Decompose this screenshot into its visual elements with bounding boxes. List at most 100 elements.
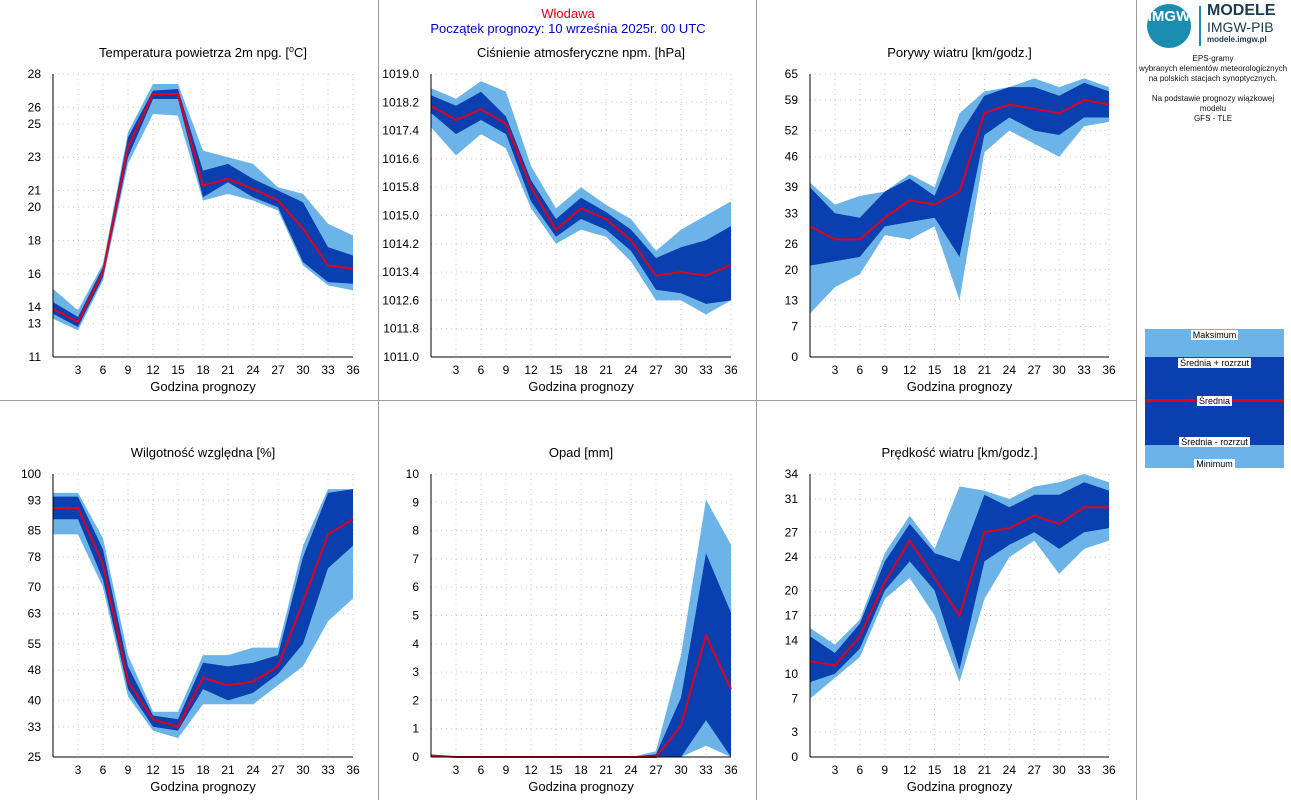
chart-2-ci-nienie-atmosferyczne-npm-hp: 1011.0 1011.8 1012.6 1013.4 1014.2 1015.0 1015… [382,45,738,394]
y-tick-label: 78 [28,550,42,564]
legend-mean-label: Średnia [1196,396,1233,406]
y-tick-label: 70 [28,580,42,594]
x-axis-title: Godzina prognozy [528,379,634,394]
x-tick-label: 18 [196,763,210,777]
x-tick-label: 15 [928,763,942,777]
imgw-logo-icon: IMGW [1147,4,1191,48]
y-tick-label: 1013.4 [382,265,419,279]
x-tick-label: 12 [146,763,160,777]
y-tick-label: 52 [785,124,799,138]
y-tick-label: 93 [28,493,42,507]
y-tick-label: 1014.2 [382,237,419,251]
x-tick-label: 30 [296,763,310,777]
y-tick-label: 0 [791,750,798,764]
y-tick-label: 26 [785,237,799,251]
y-tick-label: 28 [28,67,42,81]
divider-h [0,400,1136,401]
brand-url[interactable]: modele.imgw.pl [1207,35,1267,44]
x-tick-label: 3 [832,363,839,377]
x-tick-label: 27 [271,763,285,777]
x-tick-label: 6 [100,763,107,777]
x-tick-label: 12 [903,363,917,377]
mean-line [52,93,354,324]
x-tick-label: 24 [246,363,260,377]
y-tick-label: 27 [785,525,799,539]
band-spread [810,482,1109,683]
x-tick-label: 21 [978,363,992,377]
band-spread [431,91,731,304]
x-tick-label: 27 [649,763,663,777]
y-tick-label: 33 [785,206,799,220]
chart-title: Temperatura powietrza 2m npg. [oC] [99,44,307,60]
x-tick-label: 21 [978,763,992,777]
y-tick-label: 85 [28,524,42,538]
x-tick-label: 21 [599,363,613,377]
x-axis-title: Godzina prognozy [907,779,1013,794]
chart-title: Prędkość wiatru [km/godz.] [881,445,1037,460]
x-tick-label: 3 [453,763,460,777]
chart-title: Opad [mm] [549,445,613,460]
x-tick-label: 36 [346,363,360,377]
y-tick-label: 3 [412,665,419,679]
divider-v3 [1136,0,1137,800]
legend-max-label: Maksimum [1190,330,1239,340]
x-tick-label: 33 [321,763,335,777]
y-tick-label: 1017.4 [382,124,419,138]
y-tick-label: 1012.6 [382,293,419,307]
x-tick-label: 6 [478,363,485,377]
x-tick-label: 21 [221,763,235,777]
y-tick-label: 55 [28,637,42,651]
chart-title: Porywy wiatru [km/godz.] [887,45,1032,60]
x-axis-title: Godzina prognozy [150,379,256,394]
brand-block[interactable]: IMGW MODELE IMGW-PIB modele.imgw.pl [1143,2,1283,48]
y-tick-label: 1011.8 [383,322,419,336]
x-tick-label: 18 [953,363,967,377]
y-tick-label: 3 [791,725,798,739]
x-tick-label: 24 [1003,363,1017,377]
y-tick-label: 25 [28,117,42,131]
legend-outer-bottom [1145,445,1284,468]
x-tick-label: 30 [1052,363,1066,377]
y-tick-label: 1015.0 [382,209,419,223]
x-tick-label: 18 [953,763,967,777]
y-tick-label: 7 [412,552,419,566]
y-tick-label: 20 [785,584,799,598]
y-tick-label: 4 [412,637,419,651]
y-tick-label: 10 [406,467,420,481]
x-tick-label: 18 [196,363,210,377]
x-tick-label: 12 [903,763,917,777]
forecast-start: Początek prognozy: 10 września 2025r. 00… [430,21,706,36]
x-tick-label: 30 [674,763,688,777]
x-tick-label: 33 [1077,763,1091,777]
x-tick-label: 33 [321,363,335,377]
y-tick-label: 26 [28,100,42,114]
y-tick-label: 65 [785,67,799,81]
x-tick-label: 21 [599,763,613,777]
desc-line-1: EPS-gramy [1192,54,1234,63]
y-tick-label: 20 [28,200,42,214]
x-tick-label: 27 [1028,363,1042,377]
x-tick-label: 36 [1102,363,1116,377]
band-min-max [431,81,731,315]
y-tick-label: 14 [785,633,799,647]
y-tick-label: 40 [28,693,42,707]
x-tick-label: 12 [146,363,160,377]
y-tick-label: 14 [28,300,42,314]
y-tick-label: 1018.2 [382,95,419,109]
x-tick-label: 9 [503,363,510,377]
y-tick-label: 0 [412,750,419,764]
desc-line-3: na polskich stacjach synoptycznych. [1148,74,1278,83]
x-tick-label: 15 [171,763,185,777]
brand-title: MODELE [1207,2,1276,19]
y-tick-label: 6 [412,580,419,594]
x-tick-label: 15 [549,363,563,377]
band-min-max [431,499,731,757]
mean-line [809,99,1110,241]
y-tick-label: 63 [28,607,42,621]
x-tick-label: 27 [1028,763,1042,777]
